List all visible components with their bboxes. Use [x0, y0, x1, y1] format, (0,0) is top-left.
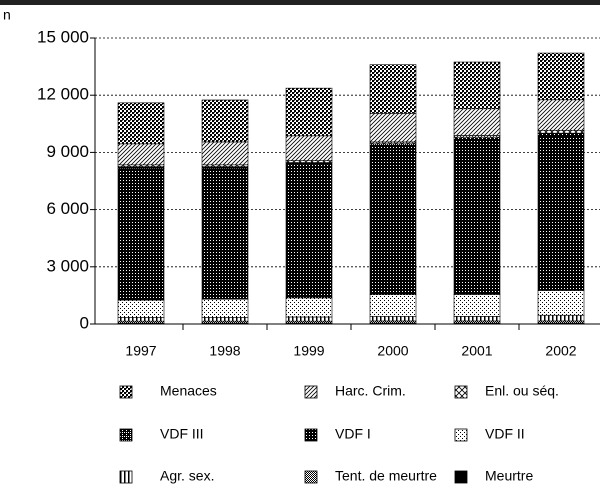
bar-segment	[537, 314, 585, 322]
legend-swatch	[454, 470, 468, 484]
x-tick-label: 1999	[293, 343, 324, 359]
bar-segment	[453, 320, 501, 324]
legend-swatch	[119, 385, 133, 399]
bar-segment	[285, 87, 333, 137]
bar-segment	[369, 320, 417, 324]
bar-segment	[369, 64, 417, 114]
bar-segment	[285, 164, 333, 299]
y-tick-label: 6 000	[46, 199, 89, 218]
legend-label: VDF III	[160, 426, 204, 442]
legend-label: Tent. de meurtre	[335, 468, 437, 484]
legend-label: VDF I	[335, 426, 371, 442]
bar-segment	[117, 317, 165, 322]
bar-segment	[201, 99, 249, 143]
y-axis-label: n	[3, 7, 11, 23]
bar-segment	[117, 143, 165, 166]
legend-swatch	[304, 385, 318, 399]
y-tick-label: 0	[80, 313, 89, 332]
x-tick-label: 2000	[377, 343, 408, 359]
x-tick-label: 2001	[461, 343, 492, 359]
x-tick-label: 1997	[125, 343, 156, 359]
legend-label: VDF II	[485, 426, 525, 442]
legend-swatch	[454, 385, 468, 399]
x-tick-label: 2002	[545, 343, 576, 359]
bar-segment	[285, 316, 333, 322]
bar-segment	[537, 129, 585, 134]
y-tick-label: 12 000	[37, 85, 89, 104]
y-tick-label: 3 000	[46, 256, 89, 275]
legend-label: Harc. Crim.	[335, 383, 406, 399]
bar-segment	[369, 145, 417, 295]
bar-segment	[201, 317, 249, 322]
y-tick-label: 9 000	[46, 142, 89, 161]
bar-segment	[537, 52, 585, 101]
bar-segment	[117, 299, 165, 318]
bar-segment	[537, 135, 585, 291]
bar-segment	[537, 132, 585, 137]
bar-segment	[453, 108, 501, 136]
y-tick-label: 15 000	[37, 27, 89, 46]
bar-segment	[369, 294, 417, 317]
bar-segment	[369, 316, 417, 322]
bar-segment	[285, 297, 333, 318]
legend-label: Enl. ou séq.	[485, 383, 559, 399]
bar-segment	[117, 102, 165, 145]
legend-label: Meurtre	[485, 468, 533, 484]
bar-segment	[201, 141, 249, 166]
bar-segment	[285, 135, 333, 161]
bar-segment	[201, 298, 249, 318]
bar-segment	[453, 137, 501, 141]
x-tick-label: 1998	[209, 343, 240, 359]
bar-segment	[117, 168, 165, 301]
legend-swatch	[304, 428, 318, 442]
bar-segment	[537, 320, 585, 324]
legend-swatch	[304, 470, 318, 484]
bar-segment	[453, 135, 501, 139]
bar-segment	[369, 113, 417, 143]
top-strip	[0, 0, 600, 5]
bar-segment	[537, 99, 585, 131]
bar-segment	[369, 143, 417, 147]
legend-label: Menaces	[160, 383, 217, 399]
bar-segment	[453, 294, 501, 317]
bar-segment	[453, 61, 501, 110]
bar-segment	[453, 139, 501, 295]
legend-swatch	[454, 428, 468, 442]
bar-segment	[537, 290, 585, 316]
legend-swatch	[119, 470, 133, 484]
legend-label: Agr. sex.	[160, 468, 214, 484]
legend-swatch	[119, 428, 133, 442]
bar-segment	[201, 168, 249, 300]
bar-segment	[453, 316, 501, 322]
